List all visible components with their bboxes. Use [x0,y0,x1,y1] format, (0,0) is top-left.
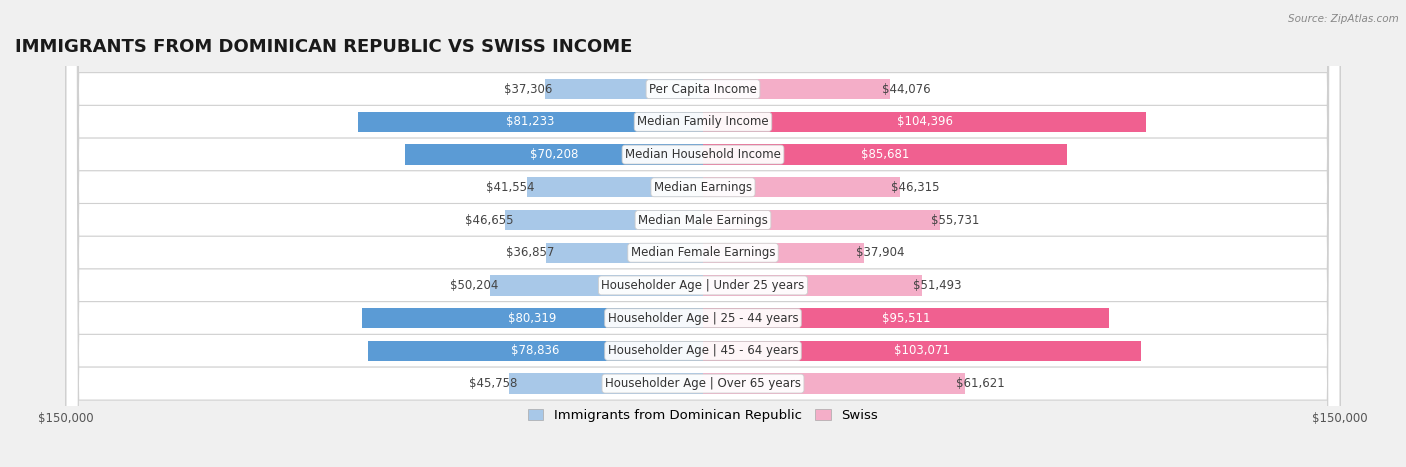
Text: $44,076: $44,076 [882,83,931,96]
Text: $45,758: $45,758 [468,377,517,390]
Bar [361,308,703,328]
Bar [703,144,1067,165]
Text: $51,493: $51,493 [914,279,962,292]
Bar [703,210,939,230]
FancyBboxPatch shape [66,0,1340,467]
FancyBboxPatch shape [66,0,1340,467]
Text: $46,655: $46,655 [465,213,513,226]
Bar [703,242,863,263]
Text: $80,319: $80,319 [508,311,557,325]
Text: Median Male Earnings: Median Male Earnings [638,213,768,226]
Text: Householder Age | Over 65 years: Householder Age | Over 65 years [605,377,801,390]
Bar [489,275,703,296]
Text: Householder Age | 45 - 64 years: Householder Age | 45 - 64 years [607,344,799,357]
Bar [368,341,703,361]
Text: Median Female Earnings: Median Female Earnings [631,246,775,259]
Bar [526,177,703,198]
Text: $85,681: $85,681 [860,148,910,161]
Bar [505,210,703,230]
Text: Per Capita Income: Per Capita Income [650,83,756,96]
FancyBboxPatch shape [66,0,1340,467]
Text: $70,208: $70,208 [530,148,578,161]
Text: Householder Age | 25 - 44 years: Householder Age | 25 - 44 years [607,311,799,325]
Text: Median Earnings: Median Earnings [654,181,752,194]
FancyBboxPatch shape [66,0,1340,467]
FancyBboxPatch shape [66,0,1340,467]
FancyBboxPatch shape [66,0,1340,467]
Bar [509,374,703,394]
Bar [703,112,1146,132]
Text: Median Household Income: Median Household Income [626,148,780,161]
Bar [544,79,703,99]
Legend: Immigrants from Dominican Republic, Swiss: Immigrants from Dominican Republic, Swis… [523,403,883,427]
Text: $37,306: $37,306 [505,83,553,96]
Text: $41,554: $41,554 [486,181,534,194]
FancyBboxPatch shape [66,0,1340,467]
Bar [703,177,900,198]
Text: $104,396: $104,396 [897,115,953,128]
Text: $36,857: $36,857 [506,246,555,259]
Text: $55,731: $55,731 [931,213,980,226]
Bar [547,242,703,263]
FancyBboxPatch shape [66,0,1340,467]
Bar [703,275,922,296]
Text: $37,904: $37,904 [856,246,904,259]
Bar [703,308,1108,328]
Bar [703,341,1140,361]
FancyBboxPatch shape [66,0,1340,467]
Text: Source: ZipAtlas.com: Source: ZipAtlas.com [1288,14,1399,24]
Text: Median Family Income: Median Family Income [637,115,769,128]
Text: $78,836: $78,836 [512,344,560,357]
Text: $95,511: $95,511 [882,311,929,325]
Text: $61,621: $61,621 [956,377,1005,390]
Text: $81,233: $81,233 [506,115,555,128]
FancyBboxPatch shape [66,0,1340,467]
Bar [359,112,703,132]
Text: $103,071: $103,071 [894,344,950,357]
Bar [703,374,965,394]
Text: Householder Age | Under 25 years: Householder Age | Under 25 years [602,279,804,292]
Text: IMMIGRANTS FROM DOMINICAN REPUBLIC VS SWISS INCOME: IMMIGRANTS FROM DOMINICAN REPUBLIC VS SW… [15,38,633,57]
Text: $46,315: $46,315 [891,181,939,194]
Bar [703,79,890,99]
Bar [405,144,703,165]
Text: $50,204: $50,204 [450,279,498,292]
